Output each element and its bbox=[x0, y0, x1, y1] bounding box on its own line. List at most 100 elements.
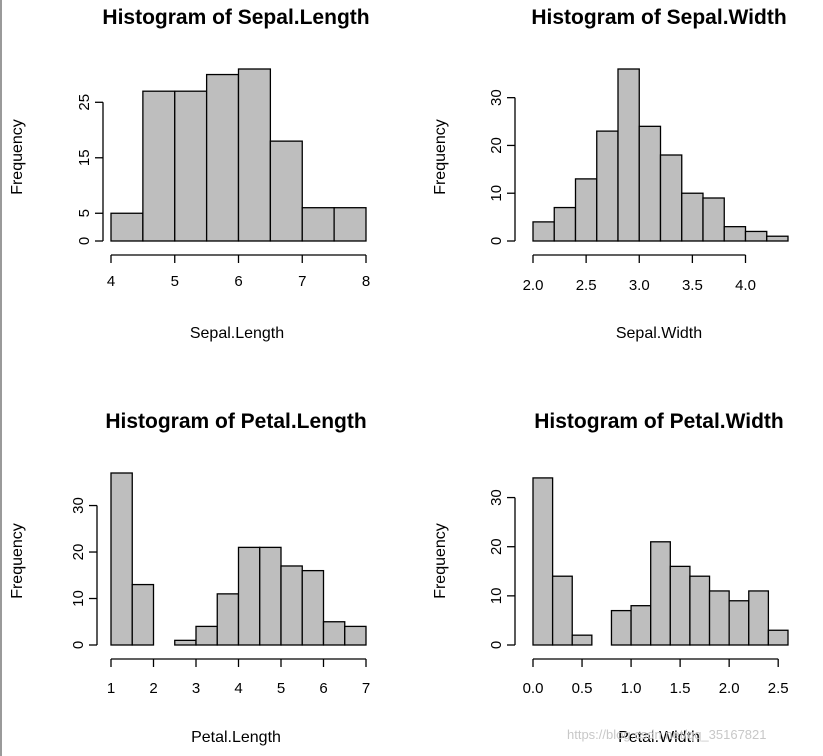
x-tick-label: 4 bbox=[107, 273, 115, 290]
histogram-bar bbox=[237, 68, 272, 242]
x-tick-label: 2.0 bbox=[719, 680, 740, 697]
histogram-bar bbox=[532, 221, 555, 242]
x-tick-label: 5 bbox=[277, 680, 285, 697]
y-tick-label: 0 bbox=[76, 237, 93, 245]
histogram-bar bbox=[744, 230, 768, 242]
histogram-panel-4: 0.0 0.5 1.0 1.5 2.0 2.5 0 10 20 30 Histogram of Pe… bbox=[432, 410, 789, 746]
x-tick-label: 3.5 bbox=[682, 277, 703, 294]
x-tick-label: 2 bbox=[149, 680, 157, 697]
y-axis-label: Frequency bbox=[432, 119, 449, 195]
x-tick-label: 7 bbox=[362, 680, 370, 697]
y-tick-label: 25 bbox=[76, 94, 93, 111]
histogram-bar bbox=[532, 477, 554, 646]
histogram-bar bbox=[610, 609, 632, 646]
x-tick-label: 0.5 bbox=[572, 680, 593, 697]
y-tick-label: 10 bbox=[488, 588, 505, 605]
histogram-bar bbox=[708, 590, 730, 646]
histogram-bar bbox=[669, 565, 691, 646]
x-tick-label: 5 bbox=[171, 273, 179, 290]
histogram-bar bbox=[689, 575, 711, 646]
histogram-bar bbox=[596, 130, 619, 242]
histogram-bar bbox=[174, 90, 208, 242]
histogram-bar bbox=[280, 565, 303, 646]
histogram-bar bbox=[630, 605, 652, 646]
histogram-bar bbox=[110, 212, 144, 242]
histogram-panel-1: 4 5 6 7 8 0 5 15 25 Histogram of Sepal.Length Sepa… bbox=[9, 6, 370, 342]
histogram-bar bbox=[110, 472, 133, 646]
histogram-bar bbox=[216, 593, 240, 646]
y-axis-label: Frequency bbox=[9, 523, 26, 599]
x-tick-label: 1 bbox=[107, 680, 115, 697]
chart-title: Histogram of Petal.Width bbox=[534, 410, 784, 433]
x-axis-label: Petal.Width bbox=[618, 729, 700, 746]
x-tick-label: 6 bbox=[319, 680, 327, 697]
histogram-bar bbox=[723, 226, 747, 242]
y-tick-label: 15 bbox=[76, 149, 93, 166]
x-tick-label: 2.5 bbox=[576, 277, 597, 294]
x-tick-label: 6 bbox=[234, 273, 242, 290]
histogram-bar bbox=[142, 90, 176, 242]
x-tick-label: 2.5 bbox=[768, 680, 789, 697]
y-tick-label: 0 bbox=[488, 641, 505, 649]
watermark: https://blog.csdn.net/qq_35167821 bbox=[567, 727, 767, 742]
histogram-bar bbox=[748, 590, 770, 646]
histogram-bar bbox=[659, 154, 683, 242]
y-tick-label: 20 bbox=[488, 538, 505, 555]
histogram-bar bbox=[269, 140, 303, 242]
histogram-bar bbox=[322, 621, 346, 646]
y-tick-label: 0 bbox=[70, 641, 87, 649]
histogram-bar bbox=[301, 569, 325, 646]
histogram-bar bbox=[333, 207, 367, 242]
histogram-bar bbox=[553, 206, 577, 242]
y-tick-label: 20 bbox=[70, 544, 87, 561]
x-axis-label: Petal.Length bbox=[191, 729, 281, 746]
x-tick-label: 4 bbox=[234, 680, 242, 697]
y-tick-label: 5 bbox=[76, 209, 93, 217]
histogram-bar bbox=[767, 629, 789, 646]
histogram-bar bbox=[728, 600, 750, 646]
histogram-bar bbox=[574, 178, 598, 242]
y-tick-label: 0 bbox=[488, 237, 505, 245]
histogram-bar bbox=[301, 207, 335, 242]
y-tick-label: 10 bbox=[488, 185, 505, 202]
histogram-bar bbox=[174, 639, 197, 646]
x-tick-label: 8 bbox=[362, 273, 370, 290]
y-tick-label: 30 bbox=[488, 89, 505, 106]
y-tick-label: 30 bbox=[488, 489, 505, 506]
x-axis-label: Sepal.Width bbox=[616, 325, 702, 342]
histogram-bar bbox=[551, 575, 573, 646]
x-tick-label: 4.0 bbox=[735, 277, 756, 294]
histogram-bar bbox=[205, 73, 240, 242]
histogram-bar bbox=[237, 546, 261, 646]
x-axis-label: Sepal.Length bbox=[190, 325, 284, 342]
histogram-bar bbox=[259, 546, 282, 646]
x-tick-label: 7 bbox=[298, 273, 306, 290]
histogram-bar bbox=[344, 625, 367, 646]
x-tick-label: 0.0 bbox=[523, 680, 544, 697]
y-tick-label: 30 bbox=[70, 497, 87, 514]
histogram-panel-3: 1 2 3 4 5 6 7 0 10 20 30 Histogram of Petal.Length P… bbox=[9, 410, 370, 746]
y-axis-label: Frequency bbox=[432, 523, 449, 599]
x-tick-label: 3.0 bbox=[629, 277, 650, 294]
histogram-bar bbox=[638, 125, 662, 242]
y-tick-label: 10 bbox=[70, 590, 87, 607]
histogram-bar bbox=[195, 625, 218, 646]
x-tick-label: 1.5 bbox=[670, 680, 691, 697]
chart-title: Histogram of Petal.Length bbox=[105, 410, 366, 433]
histogram-panel-2: 2.0 2.5 3.0 3.5 4.0 0 10 20 30 Histogram of Sepal… bbox=[432, 6, 789, 342]
histogram-bar bbox=[650, 541, 671, 646]
x-tick-label: 3 bbox=[192, 680, 200, 697]
histogram-bar bbox=[766, 235, 789, 242]
histogram-bar bbox=[617, 68, 640, 242]
histogram-bar bbox=[702, 197, 725, 242]
histogram-bar bbox=[131, 583, 155, 646]
histogram-bar bbox=[571, 634, 593, 646]
histogram-bar bbox=[681, 192, 704, 242]
chart-title: Histogram of Sepal.Width bbox=[531, 6, 786, 29]
x-tick-label: 2.0 bbox=[523, 277, 544, 294]
window-left-edge bbox=[0, 0, 2, 756]
x-tick-label: 1.0 bbox=[621, 680, 642, 697]
y-tick-label: 20 bbox=[488, 137, 505, 154]
y-axis-label: Frequency bbox=[9, 119, 26, 195]
